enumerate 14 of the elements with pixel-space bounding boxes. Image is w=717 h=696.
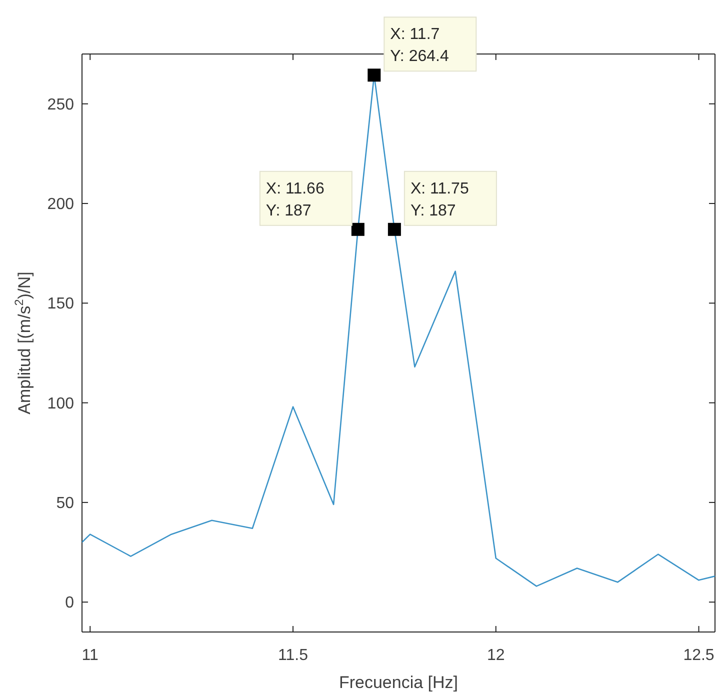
- y-tick-label: 200: [47, 196, 74, 214]
- y-tick-label: 0: [65, 594, 74, 612]
- annotation: X: 11.66 Y: 187: [266, 180, 324, 220]
- y-tick-label: 100: [47, 395, 74, 412]
- y-tick-label: 50: [56, 495, 74, 512]
- x-tick-label: 11.5: [278, 647, 308, 664]
- y-tick-label: 250: [47, 96, 74, 114]
- x-tick-label: 11: [82, 647, 99, 664]
- x-tick-label: 12.5: [683, 647, 714, 664]
- y-tick-label: 150: [47, 296, 74, 313]
- x-tick-label: 12: [486, 647, 505, 664]
- x-axis-title: Frecuencia [Hz]: [338, 673, 458, 692]
- annotation: X: 11.75 Y: 187: [410, 180, 469, 220]
- annotation: X: 11.7 Y: 264.4: [390, 26, 449, 66]
